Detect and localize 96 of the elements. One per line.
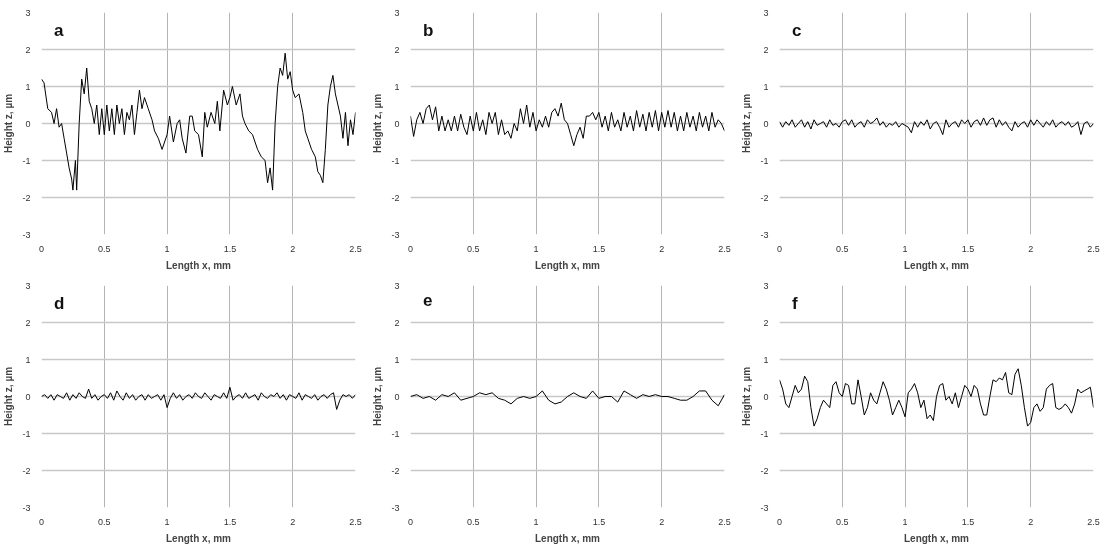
annotation: c	[792, 21, 802, 41]
annotation: b	[423, 21, 434, 41]
y-tick-label: -1	[760, 428, 769, 439]
y-tick-label: -2	[22, 465, 31, 476]
x-tick-label: 1.5	[961, 243, 975, 254]
annotation: d	[54, 294, 65, 314]
y-tick-label: 2	[763, 317, 769, 328]
y-tick-label: -3	[760, 502, 769, 513]
x-tick-label: 2	[290, 516, 296, 527]
x-tick-label: 0	[777, 243, 783, 254]
x-tick-label: 0.5	[467, 243, 480, 254]
y-tick-label: 1	[25, 354, 31, 365]
y-tick-label: -2	[391, 192, 400, 203]
x-tick-label: 0	[777, 516, 783, 527]
y-tick-label: 3	[763, 280, 769, 291]
y-tick-label: -3	[760, 229, 769, 240]
x-tick-label: 0.5	[467, 516, 480, 527]
x-tick-label: 1	[902, 516, 908, 527]
y-tick-label: 1	[25, 81, 31, 92]
x-tick-label: 1	[902, 243, 908, 254]
y-tick-label: -1	[391, 428, 400, 439]
y-tick-label: -3	[22, 229, 31, 240]
x-tick-label: 2.5	[1087, 516, 1100, 527]
x-tick-label: 2.5	[718, 243, 731, 254]
y-tick-label: -3	[391, 229, 400, 240]
annotation: a	[54, 21, 65, 41]
y-tick-label: 0	[394, 118, 400, 129]
x-tick-label: 0	[39, 243, 45, 254]
y-tick-label: 3	[394, 7, 400, 18]
y-tick-label: -3	[22, 502, 31, 513]
x-tick-label: 1	[164, 516, 170, 527]
x-tick-label: 2	[1028, 516, 1034, 527]
y-tick-label: -2	[760, 192, 769, 203]
y-tick-label: 3	[25, 280, 31, 291]
x-tick-label: 1.5	[592, 516, 606, 527]
x-axis-title: Length x, mm	[166, 259, 232, 271]
x-tick-label: 0.5	[836, 516, 849, 527]
x-axis-title: Length x, mm	[535, 532, 601, 544]
y-tick-label: -1	[760, 155, 769, 166]
y-tick-label: -2	[760, 465, 769, 476]
y-tick-label: 2	[394, 44, 400, 55]
y-tick-label: 3	[394, 280, 400, 291]
x-axis-title: Length x, mm	[535, 259, 601, 271]
y-axis-title: Height z, µm	[741, 93, 753, 154]
x-tick-label: 2	[659, 243, 665, 254]
y-axis-title: Height z, µm	[741, 366, 753, 427]
y-tick-label: 1	[394, 354, 400, 365]
x-tick-label: 2	[659, 516, 665, 527]
y-axis-title: Height z, µm	[372, 93, 384, 154]
x-tick-label: 0	[408, 516, 414, 527]
annotation: f	[792, 294, 799, 314]
y-tick-label: 3	[25, 7, 31, 18]
y-tick-label: -2	[391, 465, 400, 476]
y-tick-label: 0	[763, 391, 769, 402]
y-axis-title: Height z, µm	[372, 366, 384, 427]
x-tick-label: 2.5	[349, 243, 362, 254]
y-tick-label: 0	[763, 118, 769, 129]
y-axis-title: Height z, µm	[3, 93, 15, 154]
y-tick-label: 1	[394, 81, 400, 92]
x-tick-label: 0.5	[836, 243, 849, 254]
x-tick-label: 1.5	[592, 243, 606, 254]
x-tick-label: 0.5	[98, 516, 111, 527]
y-tick-label: 2	[394, 317, 400, 328]
x-axis-title: Length x, mm	[166, 532, 232, 544]
annotation: e	[423, 291, 433, 311]
x-axis-title: Length x, mm	[904, 259, 970, 271]
y-tick-label: 0	[25, 118, 31, 129]
x-tick-label: 1.5	[223, 516, 237, 527]
y-tick-label: -1	[22, 428, 31, 439]
y-tick-label: -1	[22, 155, 31, 166]
y-tick-label: 0	[394, 391, 400, 402]
y-tick-label: -1	[391, 155, 400, 166]
x-tick-label: 2.5	[718, 516, 731, 527]
x-tick-label: 1	[533, 516, 539, 527]
y-tick-label: 0	[25, 391, 31, 402]
y-tick-label: 1	[763, 81, 769, 92]
y-tick-label: 2	[25, 317, 31, 328]
x-tick-label: 1.5	[961, 516, 975, 527]
y-tick-label: 2	[763, 44, 769, 55]
y-tick-label: 3	[763, 7, 769, 18]
x-tick-label: 0	[408, 243, 414, 254]
x-tick-label: 0	[39, 516, 45, 527]
x-tick-label: 2.5	[1087, 243, 1100, 254]
y-tick-label: -3	[391, 502, 400, 513]
x-tick-label: 1	[533, 243, 539, 254]
y-tick-label: 1	[763, 354, 769, 365]
x-tick-label: 1	[164, 243, 170, 254]
x-tick-label: 2	[1028, 243, 1034, 254]
x-tick-label: 2.5	[349, 516, 362, 527]
y-tick-label: -2	[22, 192, 31, 203]
x-tick-label: 1.5	[223, 243, 237, 254]
y-tick-label: 2	[25, 44, 31, 55]
y-axis-title: Height z, µm	[3, 366, 15, 427]
x-tick-label: 0.5	[98, 243, 111, 254]
x-axis-title: Length x, mm	[904, 532, 970, 544]
x-tick-label: 2	[290, 243, 296, 254]
